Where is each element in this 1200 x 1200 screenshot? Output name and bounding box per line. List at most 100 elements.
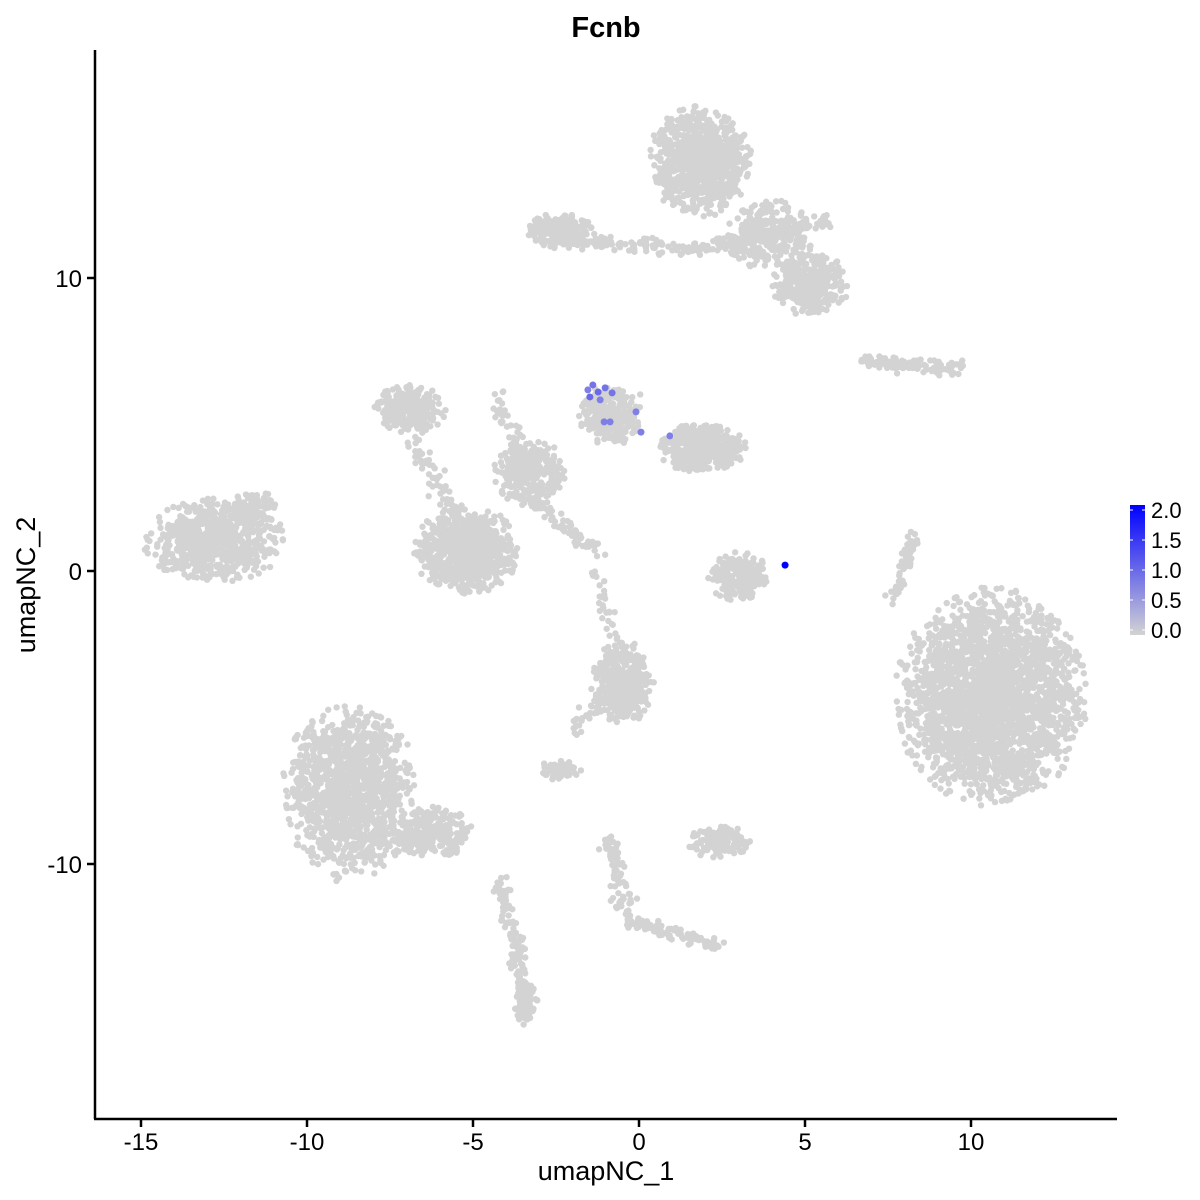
cell-point: [155, 563, 163, 570]
cell-point: [201, 512, 208, 520]
cell-point: [467, 823, 475, 830]
cell-point: [711, 170, 719, 177]
cell-point: [399, 816, 407, 824]
cell-point: [254, 513, 262, 521]
cell-point: [228, 567, 235, 575]
cell-point: [260, 564, 267, 571]
cell-point: [685, 127, 693, 134]
cell-point: [458, 820, 465, 827]
cell-point: [380, 851, 388, 859]
cell-point: [810, 308, 818, 316]
cell-point: [204, 499, 211, 506]
cell-point: [342, 722, 349, 729]
cell-point: [320, 739, 328, 747]
cell-point: [248, 497, 255, 504]
cell-point: [232, 508, 239, 515]
cell-point: [194, 559, 201, 566]
cell-point: [704, 121, 712, 128]
cell-point: [164, 506, 171, 514]
cell-point: [191, 501, 198, 509]
cell-point: [329, 747, 336, 754]
cell-point: [805, 309, 812, 316]
cell-point: [718, 188, 725, 195]
cell-point: [701, 180, 708, 187]
cell-point: [1063, 755, 1070, 763]
cell-point: [391, 851, 399, 859]
cell-point: [771, 271, 778, 278]
cell-point: [213, 563, 221, 570]
cell-point: [309, 719, 316, 726]
cell-point: [157, 536, 164, 543]
cell-point: [410, 771, 417, 779]
cell-point: [305, 792, 313, 800]
cell-point: [688, 154, 695, 161]
cell-point: [302, 742, 309, 749]
cell-point: [664, 146, 671, 154]
cell-point: [392, 741, 399, 748]
cell-point: [273, 549, 280, 557]
cell-point: [657, 166, 664, 174]
cell-point: [221, 554, 228, 561]
cell-point: [229, 577, 236, 585]
cell-point: [837, 278, 845, 285]
cell-point: [373, 797, 380, 805]
cell-point: [732, 180, 739, 187]
cell-point: [221, 532, 228, 539]
cell-point: [305, 732, 312, 740]
cell-point: [668, 122, 675, 129]
cell-point: [760, 218, 768, 225]
cell-point: [680, 142, 688, 149]
cell-point: [321, 731, 328, 738]
cell-point: [146, 537, 153, 545]
cell-point: [790, 246, 797, 254]
cell-point: [443, 846, 451, 854]
cell-point: [403, 778, 411, 786]
cell-point: [704, 126, 712, 134]
cell-point: [673, 134, 680, 141]
cell-point: [696, 162, 703, 169]
cell-point: [266, 532, 273, 540]
cell-point: [347, 821, 355, 829]
cell-point: [742, 163, 749, 170]
cell-point: [325, 822, 332, 829]
cell-point: [694, 134, 702, 141]
cell-point: [350, 810, 358, 817]
cell-point: [728, 138, 736, 145]
cell-point: [771, 293, 779, 300]
cell-point: [682, 151, 689, 158]
cell-point: [222, 540, 230, 547]
cell-point: [154, 541, 161, 548]
cell-point: [723, 190, 731, 197]
cell-point: [668, 116, 675, 124]
cell-point: [835, 299, 842, 306]
cell-point: [834, 269, 841, 276]
cell-point: [429, 803, 437, 810]
cell-point: [347, 861, 354, 868]
cell-point: [300, 844, 307, 851]
cell-point: [697, 155, 704, 162]
cell-point: [763, 238, 771, 246]
cell-point: [183, 541, 190, 549]
cell-point: [333, 877, 340, 885]
cell-point: [652, 173, 659, 181]
cell-point: [243, 524, 250, 532]
cell-point: [825, 295, 832, 302]
cell-point: [380, 793, 387, 800]
cell-point: [562, 212, 569, 220]
cell-point: [810, 267, 817, 274]
cell-point: [208, 505, 216, 512]
cell-point: [403, 769, 410, 776]
cell-point: [200, 531, 207, 539]
cell-point: [669, 197, 676, 204]
cell-point: [830, 282, 837, 290]
cell-point: [779, 299, 787, 307]
cell-point: [370, 751, 377, 758]
cell-point: [697, 200, 704, 207]
cell-point: [147, 530, 155, 537]
cell-point: [214, 501, 221, 508]
cell-point: [364, 779, 371, 786]
cell-point: [394, 829, 401, 837]
cell-point: [343, 764, 351, 772]
cell-point: [799, 244, 806, 251]
cell-point: [716, 161, 724, 169]
